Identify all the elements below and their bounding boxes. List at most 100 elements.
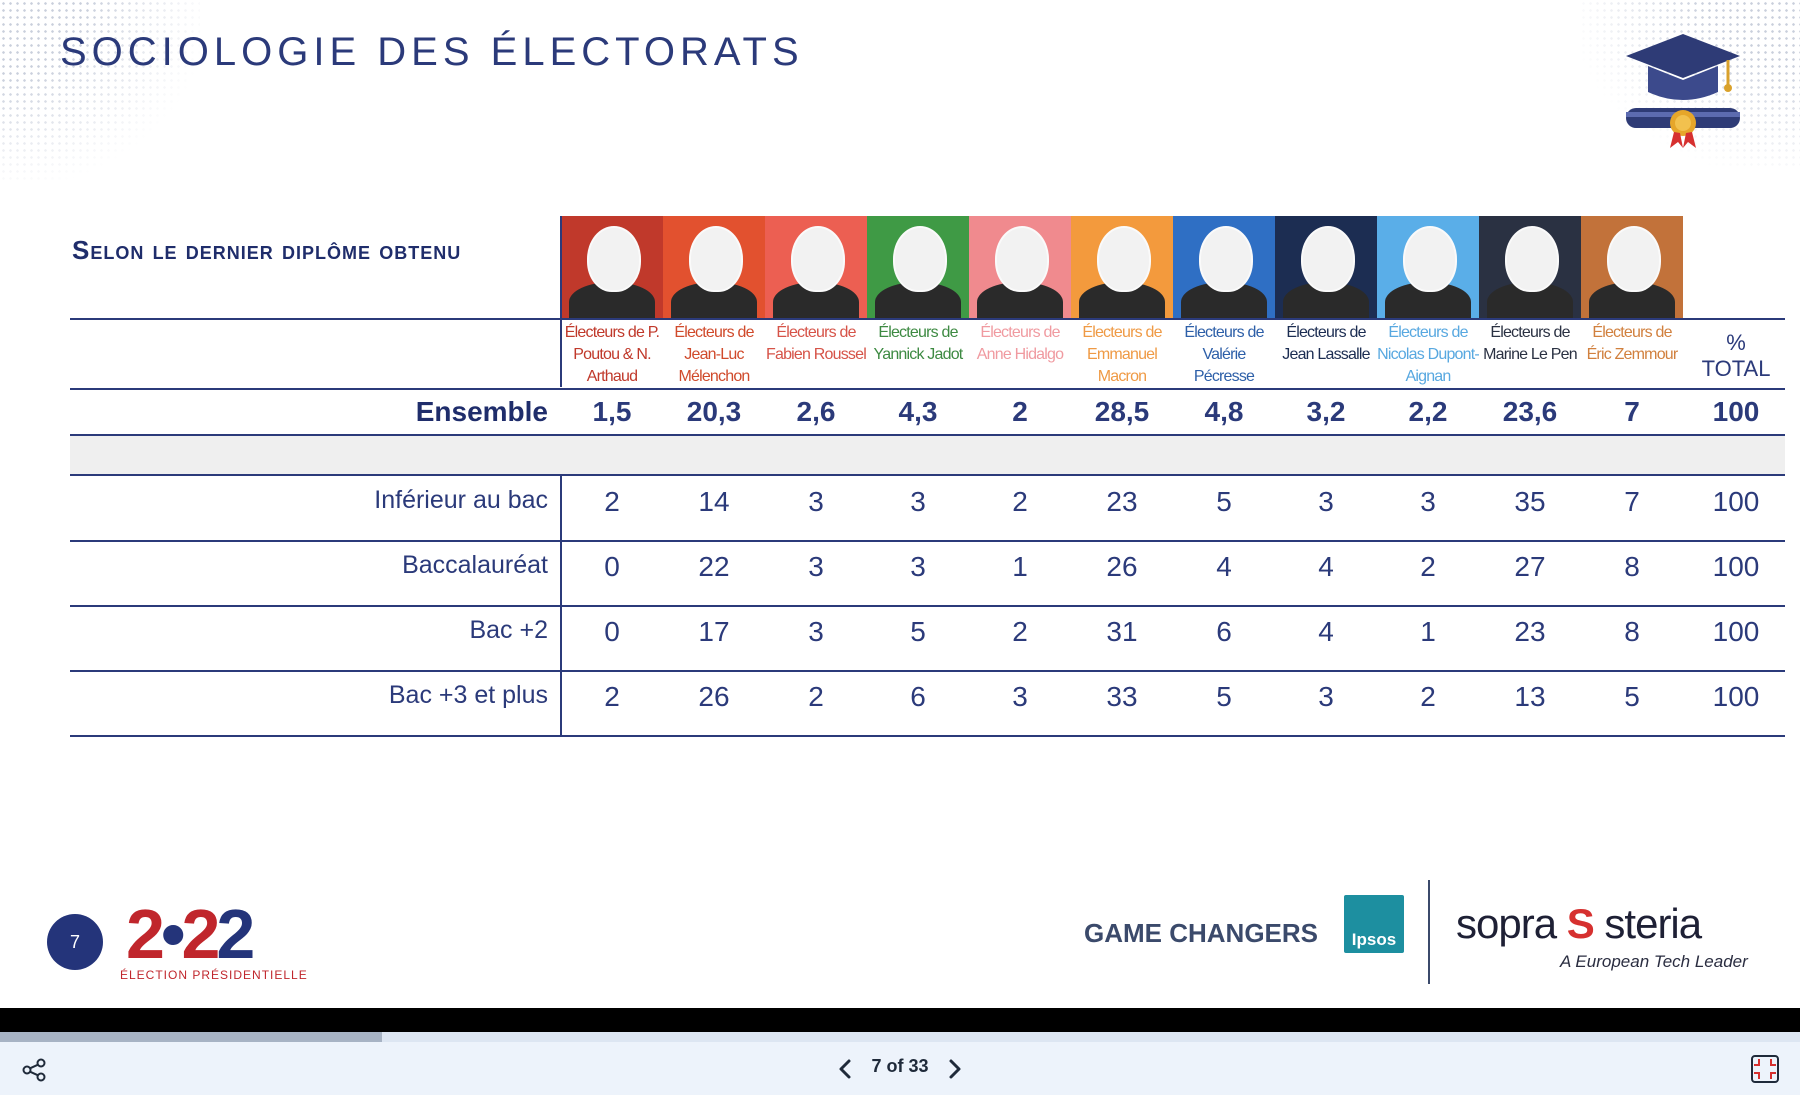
table-divider: [560, 216, 562, 387]
table-cell: 4,3: [898, 396, 938, 427]
total-cell: 100: [1712, 486, 1760, 517]
candidate-label: Électeurs de Emmanuel Macron: [1082, 324, 1162, 385]
table-cell: 23: [1514, 616, 1546, 647]
portrait-face: [1607, 226, 1661, 292]
table-cell: 5: [1624, 681, 1640, 712]
table-rule: [70, 434, 1785, 436]
share-icon[interactable]: [20, 1056, 48, 1084]
candidate-column-header: Électeurs de Marine Le Pen: [1479, 216, 1581, 388]
table-cell: 2: [1012, 396, 1028, 427]
table-cell: 3: [1420, 486, 1436, 517]
table-cell: 20,3: [686, 396, 742, 427]
decorative-dots: [0, 0, 200, 180]
candidate-label: Électeurs de Valérie Pécresse: [1184, 324, 1264, 385]
candidate-column-header: Électeurs de Anne Hidalgo: [969, 216, 1071, 388]
table-cell: 0: [604, 551, 620, 582]
candidate-label: Électeurs de Nicolas Dupont-Aignan: [1377, 324, 1480, 385]
row-label: Inférieur au bac: [374, 486, 548, 514]
row-label: Bac +2: [469, 616, 548, 644]
portrait-face: [587, 226, 641, 292]
logo-divider: [1428, 880, 1430, 984]
graduation-cap-icon: [1626, 34, 1740, 148]
exit-fullscreen-icon[interactable]: [1750, 1054, 1780, 1084]
candidate-label: Électeurs de Jean-Luc Mélenchon: [674, 324, 754, 385]
table-cell: 17: [698, 616, 730, 647]
table-cell: 5: [1216, 486, 1232, 517]
candidate-column-header: Électeurs de Fabien Roussel: [765, 216, 867, 388]
logo-digit: 2: [181, 895, 220, 973]
table-cell: 5: [1216, 681, 1232, 712]
portrait-face: [1403, 226, 1457, 292]
portrait-face: [1097, 226, 1151, 292]
sopra-mark: S: [1566, 900, 1595, 947]
table-cell: 35: [1514, 486, 1546, 517]
candidate-column-header: Électeurs de Valérie Pécresse: [1173, 216, 1275, 388]
candidate-portrait: [867, 216, 969, 318]
table-rule: [70, 540, 1785, 542]
presentation-progress-bar[interactable]: [0, 1032, 1800, 1042]
candidate-label: Électeurs de Anne Hidalgo: [976, 324, 1064, 363]
total-header-percent: %: [1726, 330, 1746, 355]
portrait-face: [893, 226, 947, 292]
logo-subtitle: ÉLECTION PRÉSIDENTIELLE: [120, 968, 308, 982]
logo-digit: 2: [216, 895, 255, 973]
total-cell: 100: [1712, 616, 1760, 647]
table-rule: [70, 318, 1785, 320]
chevron-right-icon[interactable]: [942, 1054, 968, 1084]
table-cell: 8: [1624, 551, 1640, 582]
candidate-column-header: Électeurs de Emmanuel Macron: [1071, 216, 1173, 388]
table-subtitle: Selon le dernier diplôme obtenu: [72, 235, 462, 265]
candidate-column-header: Électeurs de P. Poutou & N. Arthaud: [561, 216, 663, 388]
table-cell: 3: [910, 551, 926, 582]
table-cell: 2: [604, 486, 620, 517]
table-cell: 23,6: [1502, 396, 1558, 427]
row-label: Bac +3 et plus: [388, 681, 548, 709]
candidate-label: Électeurs de Fabien Roussel: [766, 324, 867, 363]
table-cell: 3: [808, 616, 824, 647]
candidate-column-header: Électeurs de Yannick Jadot: [867, 216, 969, 388]
portrait-face: [1301, 226, 1355, 292]
table-cell: 1: [1420, 616, 1436, 647]
table-cell: 2: [1420, 681, 1436, 712]
logo-dot: •: [160, 895, 185, 973]
table-cell: 2,6: [796, 396, 836, 427]
table-rule: [70, 735, 1785, 737]
table-cell: 7: [1624, 396, 1640, 427]
table-cell: 3: [808, 486, 824, 517]
chevron-left-icon[interactable]: [832, 1054, 858, 1084]
table-cell: 3: [1012, 681, 1028, 712]
total-cell: 100: [1712, 681, 1760, 712]
page-number-badge: 7: [47, 914, 103, 970]
total-header-label: TOTAL: [1701, 356, 1771, 381]
table-cell: 2: [808, 681, 824, 712]
viewer-toolbar: 7 of 33: [0, 1042, 1800, 1095]
table-cell: 3: [1318, 681, 1334, 712]
portrait-face: [995, 226, 1049, 292]
table-rule: [70, 474, 1785, 476]
total-cell: 100: [1712, 396, 1760, 427]
table-cell: 26: [1106, 551, 1138, 582]
table-cell: 2: [604, 681, 620, 712]
election-2022-logo: 2•22 ÉLECTION PRÉSIDENTIELLE: [120, 895, 307, 988]
portrait-face: [1199, 226, 1253, 292]
ensemble-row-label: Ensemble: [415, 396, 548, 427]
table-cell: 4: [1318, 616, 1334, 647]
table-divider: [560, 474, 562, 736]
table-cell: 8: [1624, 616, 1640, 647]
table-cell: 14: [698, 486, 730, 517]
candidate-portrait: [1275, 216, 1377, 318]
candidate-portrait: [663, 216, 765, 318]
candidate-column-header: Électeurs de Jean Lassalle: [1275, 216, 1377, 388]
row-label: Baccalauréat: [402, 551, 548, 579]
candidate-label: Électeurs de Marine Le Pen: [1483, 324, 1577, 363]
table-cell: 4,8: [1204, 396, 1244, 427]
table-cell: 3: [910, 486, 926, 517]
candidate-portrait: [1173, 216, 1275, 318]
candidate-portrait: [561, 216, 663, 318]
table-cell: 2: [1012, 486, 1028, 517]
table-cell: 3: [1318, 486, 1334, 517]
sopra-tagline: A European Tech Leader: [1560, 952, 1748, 971]
candidate-label: Électeurs de P. Poutou & N. Arthaud: [564, 324, 660, 385]
candidate-label: Électeurs de Jean Lassalle: [1282, 324, 1370, 363]
table-rule: [70, 605, 1785, 607]
